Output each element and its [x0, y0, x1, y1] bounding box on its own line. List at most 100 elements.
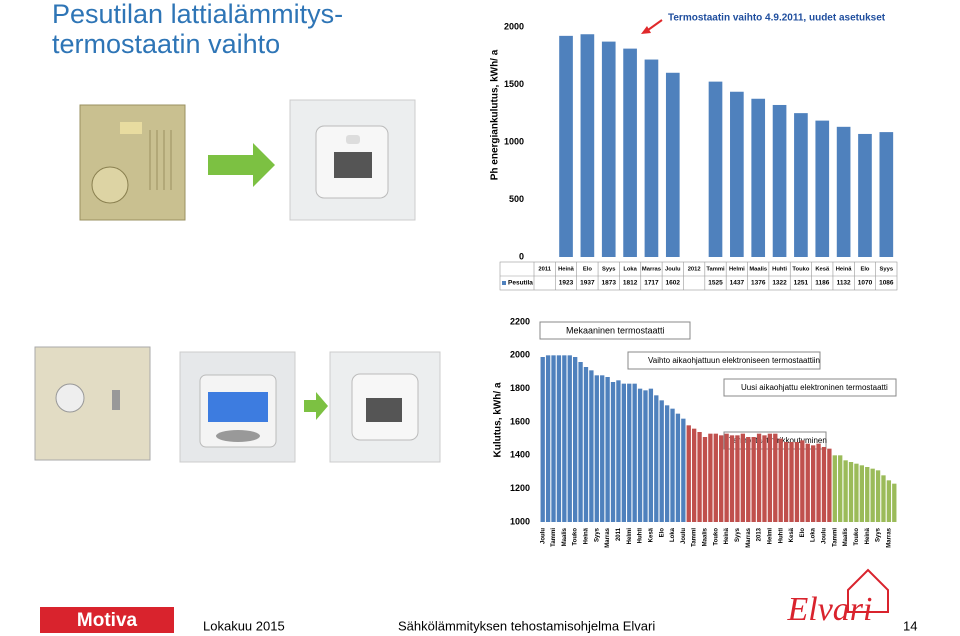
y-tick-label: 1500 — [504, 79, 524, 89]
annotation: Termostaatin rikkoutuminen — [729, 436, 827, 445]
table-value: 1923 — [559, 280, 574, 287]
bar — [583, 367, 589, 522]
bar — [540, 357, 545, 522]
bar — [836, 126, 851, 257]
bar — [616, 380, 621, 522]
table-value: 1602 — [666, 280, 681, 287]
photo-mechanical — [34, 346, 151, 461]
footer-date: Lokakuu 2015 — [203, 618, 285, 633]
table-value: 1812 — [623, 280, 638, 287]
table-value: 1322 — [772, 280, 787, 287]
bar — [762, 435, 767, 522]
x-tick-label: Marras — [605, 527, 611, 547]
bar — [756, 433, 762, 522]
bar — [632, 383, 637, 522]
table-value: 1132 — [837, 280, 851, 287]
annotation: Vaihto aikaohjattuun elektroniseen termo… — [648, 356, 820, 365]
bar — [751, 437, 756, 522]
bar — [870, 468, 875, 522]
legend-swatch — [502, 281, 506, 285]
bar — [789, 442, 794, 522]
bar — [805, 443, 810, 522]
x-tick-label: Tammi — [832, 528, 838, 547]
bar — [800, 440, 805, 522]
x-tick-label: 2011 — [616, 527, 622, 541]
bar — [810, 445, 816, 522]
bar — [767, 433, 773, 522]
y-tick-label: 500 — [509, 194, 524, 204]
bar — [729, 435, 735, 522]
logo-motiva — [40, 607, 174, 633]
x-tick-label: Maalis — [562, 527, 568, 546]
bar — [724, 433, 729, 522]
y-tick-label: 1000 — [504, 136, 524, 146]
bar — [580, 34, 595, 258]
logo-text: Motiva — [77, 610, 138, 631]
bar — [843, 460, 848, 522]
x-tick-label: Maalis — [843, 527, 849, 546]
x-tick-label: Heinä — [836, 267, 853, 273]
bar — [654, 395, 659, 522]
annotation: Termostaatin vaihto 4.9.2011, uudet aset… — [668, 13, 886, 24]
table-value: 1251 — [794, 280, 809, 287]
x-tick-label: Syys — [735, 527, 741, 542]
x-tick-label: Touko — [792, 267, 809, 273]
x-tick-label: Kesä — [648, 527, 654, 542]
bar — [859, 465, 865, 522]
annotation: Uusi aikaohjattu elektroninen termostaat… — [741, 383, 888, 392]
arrow — [208, 143, 275, 187]
annotation: Mekaaninen termostaatti — [566, 325, 665, 335]
bar — [644, 59, 659, 257]
table-value: 1937 — [580, 280, 595, 287]
bar — [713, 433, 718, 522]
bar — [708, 433, 713, 522]
table-value: 1086 — [879, 280, 894, 287]
bar — [600, 375, 605, 522]
logo-house — [847, 568, 889, 613]
title-line: termostaatin vaihto — [52, 29, 280, 59]
bar — [670, 408, 675, 522]
x-tick-label: Joulu — [665, 267, 681, 273]
bar — [578, 362, 583, 522]
x-tick-label: Touko — [854, 528, 860, 546]
bar — [659, 400, 664, 522]
bar — [854, 463, 859, 522]
annotation-box — [539, 321, 691, 340]
x-tick-label: 2011 — [538, 267, 551, 273]
bar — [605, 377, 610, 522]
bar — [664, 405, 670, 522]
y-tick-label: 2000 — [510, 350, 530, 360]
bar — [838, 455, 843, 522]
table-value: 1070 — [858, 280, 873, 287]
bar — [879, 132, 894, 257]
x-tick-label: Huhti — [778, 528, 784, 544]
x-tick-label: Touko — [573, 528, 579, 546]
bar — [858, 133, 872, 257]
bar — [562, 355, 567, 522]
bar — [551, 355, 556, 522]
bar — [559, 35, 573, 258]
bar — [665, 72, 680, 258]
table-value: 1376 — [751, 280, 766, 287]
x-tick-label: Maalis — [749, 267, 767, 273]
y-tick-label: 1000 — [510, 516, 530, 526]
y-tick-label: 2200 — [510, 316, 530, 326]
bar — [610, 382, 616, 522]
x-tick-label: Joulu — [681, 528, 687, 544]
x-tick-label: Syys — [880, 267, 894, 273]
bar — [892, 483, 897, 522]
x-tick-label: Huhti — [772, 267, 787, 273]
page-number: 14 — [903, 618, 917, 633]
x-tick-label: Loka — [623, 267, 637, 273]
bar — [751, 98, 766, 257]
x-tick-label: Maalis — [703, 527, 709, 546]
bar — [648, 388, 654, 522]
bar — [686, 425, 691, 522]
bar — [691, 428, 697, 522]
photo-new-thermostat — [329, 351, 441, 463]
x-tick-label: Elo — [800, 528, 806, 538]
x-tick-label: Joulu — [540, 528, 546, 544]
y-tick-label: 1200 — [510, 483, 530, 493]
bar — [794, 442, 800, 522]
